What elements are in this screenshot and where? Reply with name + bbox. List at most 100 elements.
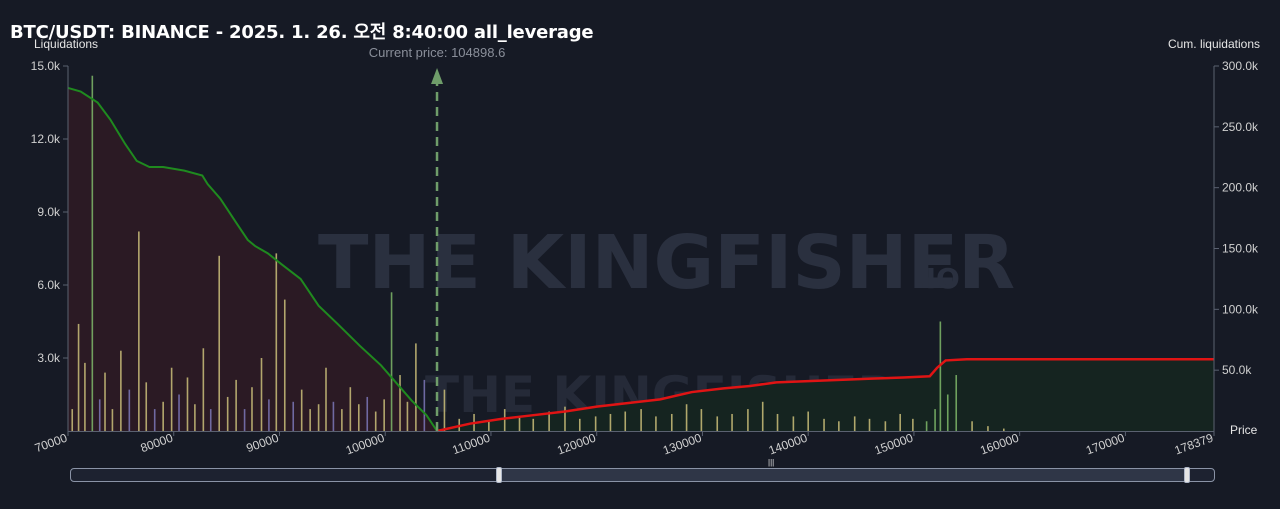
range-handle-left[interactable] <box>496 467 502 483</box>
liquidation-bar <box>700 409 703 431</box>
long-cum-line <box>67 86 438 432</box>
liquidation-bar <box>235 379 237 431</box>
liquidation-bar <box>716 416 719 431</box>
liquidation-bars <box>71 75 1005 431</box>
y-left-tick-label: 12.0k <box>31 132 61 146</box>
watermark-suffix: .IO <box>915 262 960 295</box>
liquidation-bar <box>357 404 360 431</box>
liquidation-bar <box>138 231 140 431</box>
liquidation-bar <box>145 382 148 431</box>
liquidation-bar <box>325 367 327 431</box>
liquidation-bar <box>971 421 973 431</box>
y-left-ticks: 3.0k 6.0k 9.0k 12.0k 15.0k <box>31 59 68 365</box>
liquidation-bar <box>194 404 196 431</box>
short-cum-line <box>436 357 1214 433</box>
liquidation-bar <box>243 409 246 431</box>
y-right-tick-label: 300.0k <box>1222 59 1259 73</box>
liquidation-bar <box>218 255 221 431</box>
cumulative-lines <box>67 86 1214 433</box>
chart-title: BTC/USDT: BINANCE - 2025. 1. 26. 오전 8:40… <box>10 22 594 43</box>
liquidation-bar <box>300 389 303 431</box>
y-right-tick-label: 250.0k <box>1222 120 1259 134</box>
current-price-label: Current price: 104898.6 <box>369 45 506 60</box>
liquidation-bar <box>731 413 733 431</box>
liquidation-bar <box>443 389 446 431</box>
liquidation-bar <box>292 401 295 431</box>
liquidation-bar <box>609 413 612 431</box>
y-left-tick-label: 9.0k <box>37 205 61 219</box>
liquidation-bar <box>640 409 642 431</box>
liquidation-bar <box>275 253 278 431</box>
liquidation-bar <box>987 426 989 431</box>
liquidation-bar <box>884 421 887 431</box>
liquidation-bar <box>823 418 825 431</box>
liquidation-bar <box>366 396 369 431</box>
liquidation-bar <box>503 409 506 431</box>
liquidation-bar <box>939 321 942 431</box>
liquidation-bar <box>309 409 311 431</box>
liquidation-bar <box>406 401 409 431</box>
x-ticks: 70000 80000 90000 100000 110000 120000 130000 1… <box>33 431 1215 458</box>
liquidation-bar <box>594 416 597 431</box>
x-tick-label: 110000 <box>450 431 492 458</box>
liquidation-bar <box>383 399 385 431</box>
x-tick-label: 80000 <box>139 431 175 456</box>
liquidation-bar <box>349 387 352 431</box>
liquidation-bar <box>670 413 673 431</box>
liquidation-bar <box>120 350 122 431</box>
liquidation-bar <box>283 299 286 431</box>
liquidation-bar <box>209 409 212 431</box>
liquidation-bar <box>202 348 205 431</box>
liquidation-bar <box>548 411 550 431</box>
liquidation-bar <box>518 416 521 431</box>
x-tick-label: 178379 <box>1173 431 1216 458</box>
x-tick-label: 150000 <box>873 431 916 458</box>
liquidation-bar <box>655 416 657 431</box>
liquidation-bar <box>776 413 779 431</box>
range-selection[interactable] <box>497 469 1187 481</box>
liquidation-bar <box>925 421 928 431</box>
liquidation-bar <box>1002 428 1005 431</box>
liquidation-bar <box>104 372 106 431</box>
y-right-tick-label: 50.0k <box>1222 363 1252 377</box>
liquidation-bar <box>747 409 749 431</box>
liquidation-bar <box>226 396 229 431</box>
liquidation-bar <box>71 409 74 431</box>
liquidation-bar <box>128 389 131 431</box>
liquidation-bar <box>260 358 263 431</box>
x-tick-label: 120000 <box>555 431 598 458</box>
liquidation-bar <box>153 409 156 431</box>
liquidation-bar <box>390 292 393 431</box>
y-left-tick-label: 15.0k <box>31 59 61 73</box>
liquidation-bar <box>868 418 871 431</box>
scroller-grip-icon[interactable]: ||| <box>768 458 775 467</box>
x-tick-label: 130000 <box>661 431 704 458</box>
liquidation-bar <box>532 418 535 431</box>
liquidation-bar <box>488 421 490 431</box>
current-price-marker: Current price: 104898.6 <box>369 45 506 431</box>
y-right-tick-label: 150.0k <box>1222 242 1259 256</box>
liquidation-bar <box>761 401 764 431</box>
liquidation-bar <box>685 404 688 431</box>
range-handle-right[interactable] <box>1184 467 1190 483</box>
liquidation-bar <box>77 323 80 431</box>
x-tick-label: 140000 <box>767 431 810 458</box>
cumulative-fills <box>68 87 1214 432</box>
range-scroller[interactable] <box>70 467 1215 483</box>
liquidation-bar <box>912 418 914 431</box>
liquidation-bar <box>251 387 253 431</box>
x-axis-label: Price <box>1230 423 1258 437</box>
liquidation-bar <box>423 379 426 431</box>
y-left-axis-label: Liquidations <box>34 37 98 51</box>
liquidation-bar <box>578 418 581 431</box>
liquidation-bar <box>317 404 320 431</box>
liquidation-bar <box>186 377 189 431</box>
liquidation-bar <box>807 411 809 431</box>
liquidation-bar <box>792 416 795 431</box>
y-right-axis-label: Cum. liquidations <box>1168 37 1260 51</box>
liquidation-bar <box>955 375 958 431</box>
liquidation-bar <box>111 409 114 431</box>
watermark-text: THE KINGFISHER <box>318 220 1015 306</box>
y-left-tick-label: 6.0k <box>37 278 61 292</box>
long-cum-fill <box>68 87 438 432</box>
